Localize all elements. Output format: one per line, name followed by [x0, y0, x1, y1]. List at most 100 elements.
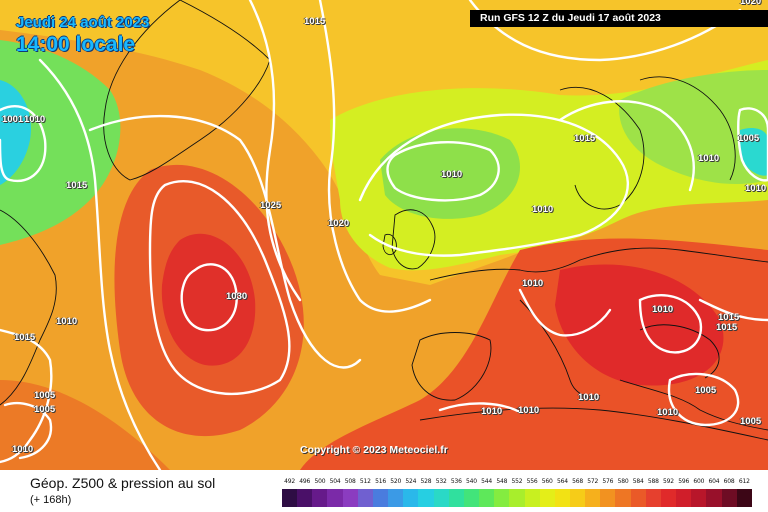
forecast-time: 14:00 locale	[16, 33, 136, 56]
scale-tick-row: 492 496 500 504 508 512 516 520 524 528 532 536 540 5…	[282, 478, 752, 488]
color-band-green-scandinavia	[619, 70, 768, 185]
scale-color-swatch	[585, 489, 601, 507]
scale-tick-label: 560	[541, 478, 553, 485]
scale-color-swatch	[494, 489, 510, 507]
isobar-label: 1030	[226, 291, 248, 302]
scale-color-swatch	[554, 489, 570, 507]
scale-color-swatch	[600, 489, 616, 507]
color-band-cyan-east	[740, 128, 768, 176]
scale-color-swatch	[509, 489, 525, 507]
scale-tick-label: 512	[359, 478, 371, 485]
forecast-date: Jeudi 24 août 2023	[16, 14, 150, 31]
color-band-deep-red-high	[161, 233, 256, 366]
color-band-green-west	[0, 40, 121, 245]
model-run-banner: Run GFS 12 Z du Jeudi 17 août 2023	[470, 10, 768, 27]
scale-tick-label: 596	[678, 478, 690, 485]
scale-tick-label: 540	[466, 478, 477, 485]
chart-title: Géop. Z500 & pression au sol	[30, 475, 216, 491]
isobar-label: 1010	[24, 114, 46, 125]
scale-tick-label: 516	[375, 478, 386, 485]
scale-tick-label: 580	[617, 478, 629, 485]
scale-color-swatch	[433, 489, 449, 507]
scale-tick-label: 524	[405, 478, 417, 485]
scale-tick-label: 592	[663, 478, 674, 485]
scale-tick-label: 552	[511, 478, 523, 485]
scale-tick-label: 508	[344, 478, 356, 485]
scale-color-swatch	[357, 489, 373, 507]
scale-tick-label: 584	[632, 478, 644, 485]
scale-color-swatch	[388, 489, 404, 507]
isobar-label: 1005	[738, 133, 760, 144]
scale-tick-label: 608	[723, 478, 735, 485]
footer-panel: Géop. Z500 & pression au sol (+ 168h) 49…	[0, 470, 768, 512]
scale-color-swatch	[660, 489, 677, 507]
isobar-label: 1010	[698, 153, 720, 164]
map-canvas	[0, 0, 768, 470]
isobar-label: 1005	[34, 390, 56, 401]
isobar-label: 1001	[2, 114, 24, 125]
copyright-text: Copyright © 2023 Meteociel.fr	[300, 444, 448, 456]
scale-color-swatch	[463, 489, 480, 507]
isobar-label: 1010	[12, 444, 34, 455]
scale-tick-label: 500	[314, 478, 326, 485]
scale-color-swatch	[721, 489, 737, 507]
scale-tick-label: 588	[647, 478, 659, 485]
scale-color-swatch	[297, 489, 313, 507]
map-panel: Jeudi 24 août 2023 14:00 locale Run GFS …	[0, 0, 768, 470]
scale-color-swatch	[676, 489, 692, 507]
scale-color-swatch	[615, 489, 631, 507]
isobar-label: 1010	[481, 406, 503, 417]
isobar-label: 1015	[716, 322, 738, 333]
scale-color-swatch	[691, 489, 707, 507]
isobar-label: 1010	[657, 407, 679, 418]
scale-color-swatch	[418, 489, 434, 507]
scale-color-swatch	[524, 489, 540, 507]
scale-tick-label: 496	[299, 478, 311, 485]
isobar-label: 1015	[14, 332, 36, 343]
scale-color-swatch	[645, 489, 661, 507]
color-scale-legend: 492 496 500 504 508 512 516 520 524 528 532 536 540 5…	[282, 478, 752, 510]
isobar-label: 1025	[260, 200, 282, 211]
scale-color-swatch	[448, 489, 464, 507]
scale-tick-label: 604	[708, 478, 720, 485]
scale-tick-label: 492	[284, 478, 295, 485]
isobar-label: 1010	[578, 392, 600, 403]
isobar-label: 1010	[518, 405, 540, 416]
coastlines	[0, 0, 768, 441]
scale-tick-label: 536	[450, 478, 462, 485]
scale-tick-label: 600	[693, 478, 705, 485]
scale-tick-label: 548	[496, 478, 508, 485]
scale-color-swatch	[706, 489, 722, 507]
isobar-label: 1010	[745, 183, 767, 194]
scale-color-swatch	[312, 489, 328, 507]
isobar-label: 1020	[740, 0, 762, 7]
isobar-label: 1015	[304, 16, 326, 27]
scale-color-swatch	[539, 489, 555, 507]
isobar-label: 1010	[532, 204, 554, 215]
isobar-label: 1005	[695, 385, 717, 396]
scale-tick-label: 568	[572, 478, 583, 485]
isobar-label: 1010	[56, 316, 78, 327]
scale-color-swatch	[372, 489, 389, 507]
scale-tick-label: 528	[420, 478, 432, 485]
scale-tick-label: 544	[481, 478, 493, 485]
scale-color-swatch	[736, 489, 752, 507]
isobars	[0, 0, 768, 470]
scale-color-swatch	[403, 489, 419, 507]
scale-tick-label: 556	[526, 478, 538, 485]
scale-color-swatch	[479, 489, 495, 507]
scale-color-swatch	[282, 489, 298, 507]
scale-color-swatch	[569, 489, 586, 507]
scale-color-swatch	[630, 489, 646, 507]
isobar-label: 1015	[574, 133, 596, 144]
isobar-label: 1015	[718, 312, 740, 323]
scale-tick-label: 564	[556, 478, 568, 485]
isobar-label: 1010	[441, 169, 463, 180]
isobar-label: 1015	[66, 180, 88, 191]
color-band-deep-red-europe	[555, 264, 724, 386]
scale-tick-label: 572	[587, 478, 599, 485]
forecast-lead-time: (+ 168h)	[30, 494, 72, 506]
scale-color-swatch	[342, 489, 358, 507]
isobar-label: 1010	[652, 304, 674, 315]
scale-tick-label: 520	[390, 478, 402, 485]
